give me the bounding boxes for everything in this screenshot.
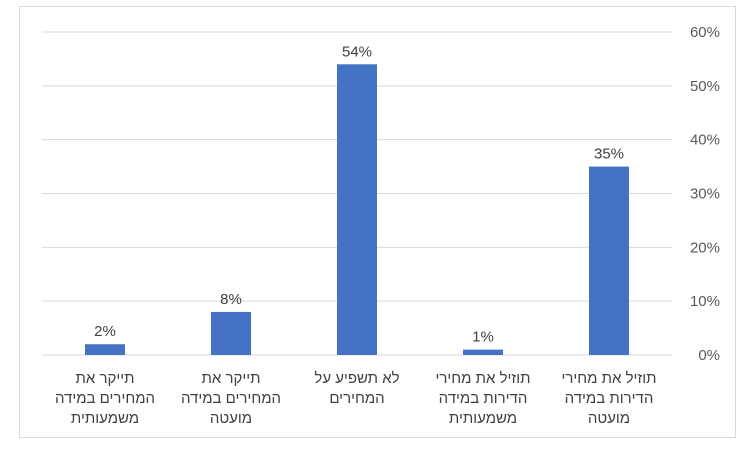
category-labels: תוזיל את מחירי הדירות במידה מועטה תוזיל את … xyxy=(55,370,657,427)
category-label: מועטה xyxy=(588,410,630,427)
y-tick-label: 10% xyxy=(690,293,720,310)
data-labels: 35% 1% 54% 8% 2% xyxy=(94,43,624,345)
y-tick-label: 60% xyxy=(690,24,720,41)
bar xyxy=(589,166,629,355)
category-label: תייקר את xyxy=(76,370,135,387)
y-tick-label: 0% xyxy=(698,347,720,364)
bar xyxy=(463,349,503,355)
category-label: תייקר את xyxy=(202,370,261,387)
category-label: המחירים במידה xyxy=(181,390,281,407)
y-tick-label: 20% xyxy=(690,239,720,256)
bar xyxy=(85,344,125,355)
category-label: המחירים במידה xyxy=(55,390,155,407)
data-label: 8% xyxy=(220,291,242,308)
y-tick-label: 30% xyxy=(690,186,720,203)
data-label: 54% xyxy=(342,43,372,60)
category-label: מועטה xyxy=(210,410,252,427)
y-axis-ticks: 0% 10% 20% 30% 40% 50% 60% xyxy=(690,24,720,364)
y-tick-label: 50% xyxy=(690,78,720,95)
category-label: תוזיל את מחירי xyxy=(561,370,656,387)
data-label: 2% xyxy=(94,323,116,340)
category-label: לא תשפיע על xyxy=(314,370,399,387)
bar xyxy=(337,64,377,356)
bar xyxy=(211,311,251,355)
category-label: תוזיל את מחירי xyxy=(435,370,530,387)
category-label: הדירות במידה xyxy=(439,390,528,407)
category-label: המחירים xyxy=(329,390,384,407)
category-label: הדירות במידה xyxy=(565,390,654,407)
bars xyxy=(85,64,629,356)
category-label: משמעותית xyxy=(449,410,517,427)
category-label: משמעותית xyxy=(71,410,139,427)
chart-frame: 0% 10% 20% 30% 40% 50% 60% 35% 1% 54% 8% 2% תוזיל … xyxy=(19,6,736,438)
y-tick-label: 40% xyxy=(690,132,720,149)
data-label: 1% xyxy=(472,329,494,346)
bar-chart: 0% 10% 20% 30% 40% 50% 60% 35% 1% 54% 8% 2% תוזיל … xyxy=(42,24,720,427)
data-label: 35% xyxy=(594,146,624,163)
